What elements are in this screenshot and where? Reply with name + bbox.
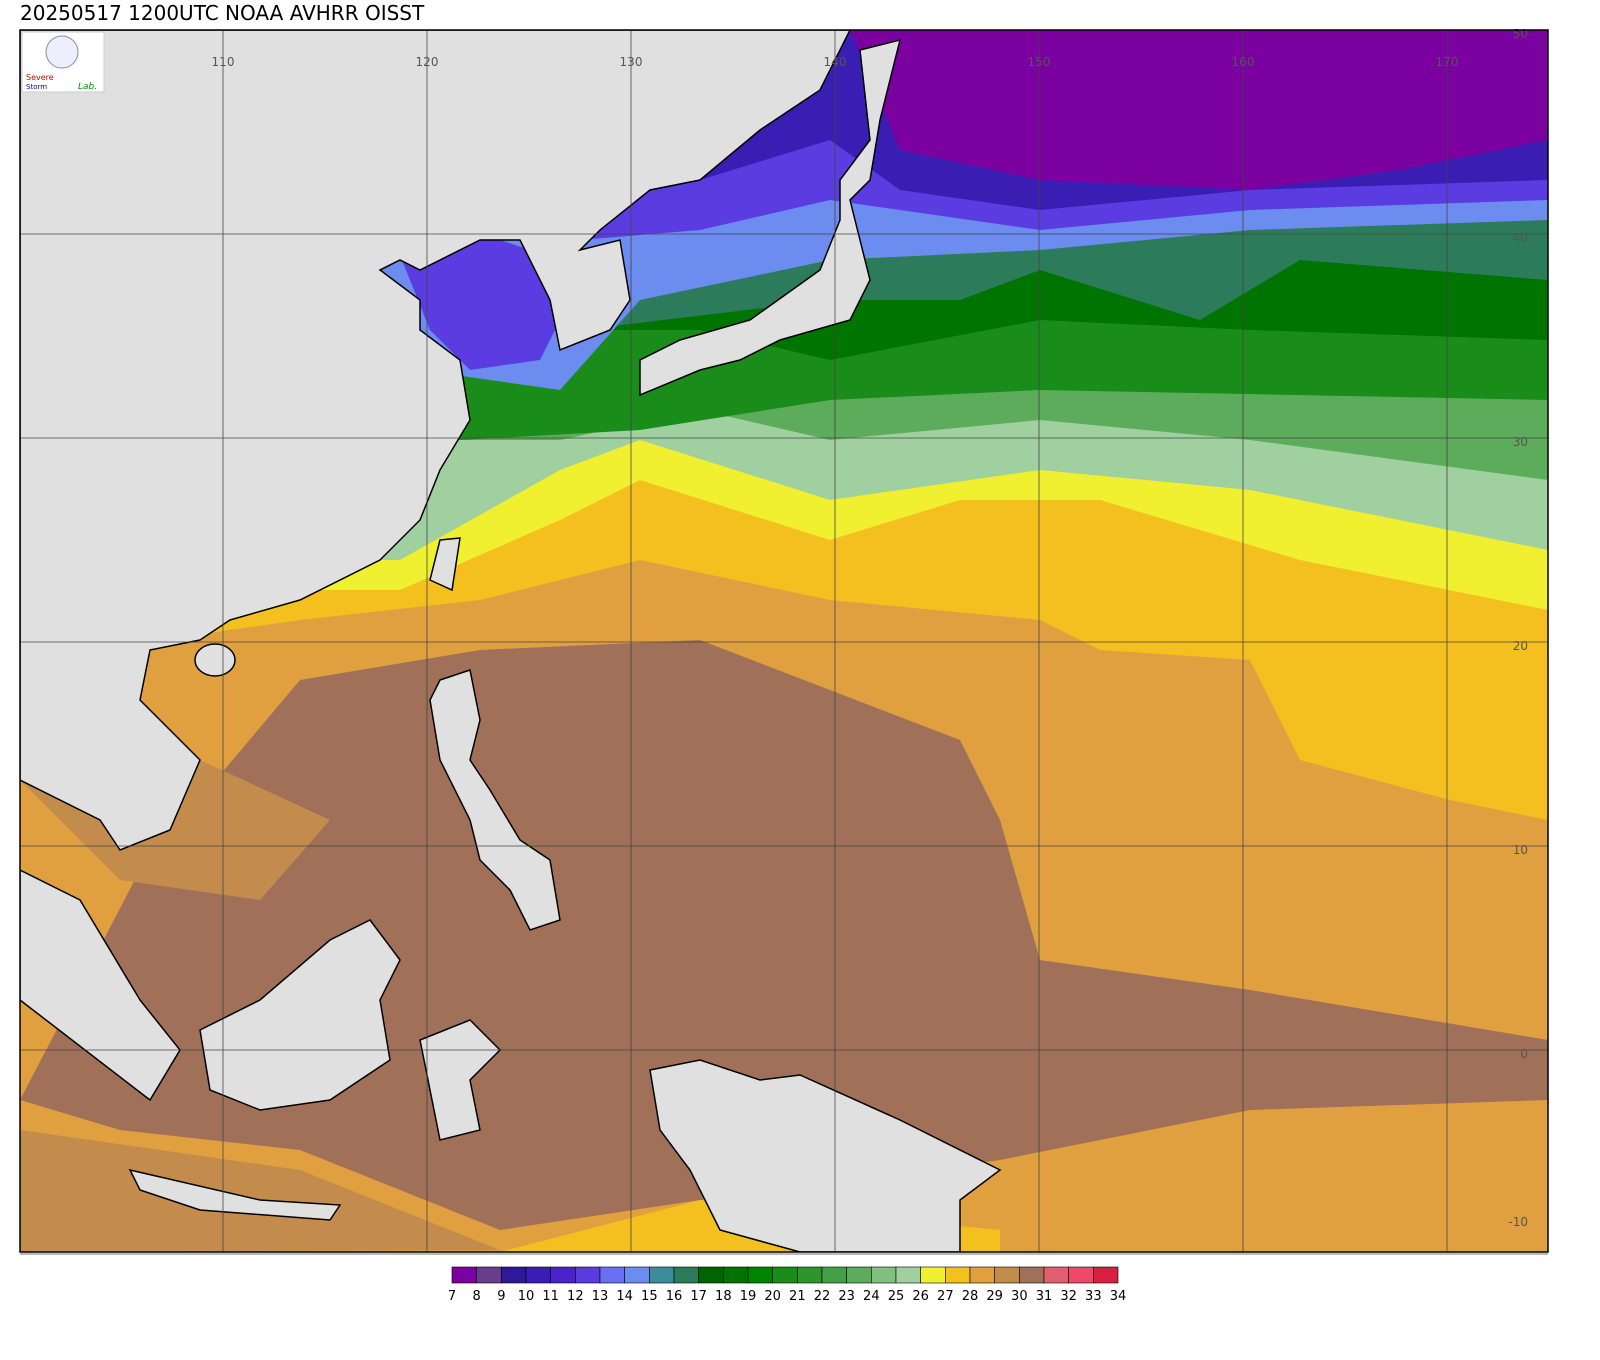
colorbar-label: 29 (986, 1289, 1003, 1304)
colorbar-label: 12 (567, 1289, 584, 1304)
colorbar-label: 26 (912, 1289, 929, 1304)
logo-text: Storm (26, 83, 47, 91)
colorbar-box (920, 1266, 946, 1284)
colorbar-box (969, 1266, 995, 1284)
colorbar-box (673, 1266, 699, 1284)
colorbar-label: 30 (1011, 1289, 1028, 1304)
colorbar-label: 31 (1036, 1289, 1053, 1304)
colorbar-label: 16 (666, 1289, 683, 1304)
colorbar-box (846, 1266, 872, 1284)
colorbar-label: 27 (937, 1289, 954, 1304)
colorbar-label: 21 (789, 1289, 806, 1304)
colorbar-label: 9 (497, 1289, 505, 1304)
colorbar-label: 28 (962, 1289, 979, 1304)
sst-band (400, 230, 560, 370)
colorbar-label: 14 (616, 1289, 633, 1304)
colorbar-box (895, 1266, 921, 1284)
colorbar-box (821, 1266, 847, 1284)
colorbar-label: 17 (690, 1289, 707, 1304)
colorbar-box (747, 1266, 773, 1284)
land (20, 30, 851, 851)
logo: Severe Storm Lab. (21, 31, 105, 93)
colorbar-label: 20 (764, 1289, 781, 1304)
colorbar-label: 25 (888, 1289, 905, 1304)
colorbar-box (550, 1266, 576, 1284)
colorbar: 7 8 9 10 11 12 13 14 15 16 17 18 19 20 21 22 23 24 25 26 27 2… (448, 1266, 1127, 1304)
colorbar-label: 23 (838, 1289, 855, 1304)
colorbar-label: 8 (473, 1289, 481, 1304)
lat-label: -10 (1508, 1215, 1528, 1229)
colorbar-box (525, 1266, 551, 1284)
land (429, 537, 461, 592)
colorbar-box (797, 1266, 823, 1284)
lon-label: 160 (1232, 55, 1255, 69)
title: 20250517 1200UTC NOAA AVHRR OISST (20, 1, 425, 25)
colorbar-label: 19 (740, 1289, 757, 1304)
land (649, 1059, 1002, 1252)
lon-label: 110 (212, 55, 235, 69)
lat-label: 10 (1513, 843, 1528, 857)
colorbar-label: 18 (715, 1289, 732, 1304)
colorbar-label: 11 (542, 1289, 559, 1304)
colorbar-box (772, 1266, 798, 1284)
colorbar-box (624, 1266, 650, 1284)
lat-label: 20 (1513, 639, 1528, 653)
colorbar-box (451, 1266, 477, 1284)
colorbar-box (1043, 1266, 1069, 1284)
colorbar-box (599, 1266, 625, 1284)
lat-label: 40 (1513, 231, 1528, 245)
colorbar-box (1093, 1266, 1119, 1284)
colorbar-box (871, 1266, 897, 1284)
colorbar-box (575, 1266, 601, 1284)
colorbar-box (698, 1266, 724, 1284)
colorbar-label: 34 (1110, 1289, 1127, 1304)
colorbar-box (1068, 1266, 1094, 1284)
colorbar-label: 24 (863, 1289, 880, 1304)
land (194, 643, 236, 677)
colorbar-label: 15 (641, 1289, 658, 1304)
colorbar-label: 13 (592, 1289, 609, 1304)
colorbar-box (994, 1266, 1020, 1284)
lon-label: 120 (416, 55, 439, 69)
sst-field (20, 30, 1548, 1252)
lon-label: 170 (1436, 55, 1459, 69)
sst-band (850, 30, 1548, 190)
colorbar-label: 7 (448, 1289, 456, 1304)
colorbar-box (723, 1266, 749, 1284)
colorbar-box (649, 1266, 675, 1284)
land (199, 919, 401, 1111)
colorbar-box (945, 1266, 971, 1284)
lat-label: 0 (1520, 1047, 1528, 1061)
logo-text: Lab. (78, 82, 97, 92)
land (128, 1168, 342, 1221)
lon-label: 130 (620, 55, 643, 69)
colorbar-box (1019, 1266, 1045, 1284)
colorbar-label: 10 (518, 1289, 535, 1304)
map-frame (19, 29, 1549, 1253)
logo-emblem (45, 35, 79, 69)
sst-band (20, 640, 1548, 1230)
colorbar-label: 33 (1085, 1289, 1102, 1304)
colorbar-box (501, 1266, 527, 1284)
lon-label: 140 (824, 55, 847, 69)
lat-label: 50 (1513, 27, 1528, 41)
colorbar-label: 22 (814, 1289, 831, 1304)
logo-text: Severe (26, 73, 54, 82)
colorbar-box (476, 1266, 502, 1284)
colorbar-label: 32 (1060, 1289, 1077, 1304)
land (429, 669, 561, 931)
sst-band (20, 1130, 500, 1252)
lon-label: 150 (1028, 55, 1051, 69)
lat-label: 30 (1513, 435, 1528, 449)
